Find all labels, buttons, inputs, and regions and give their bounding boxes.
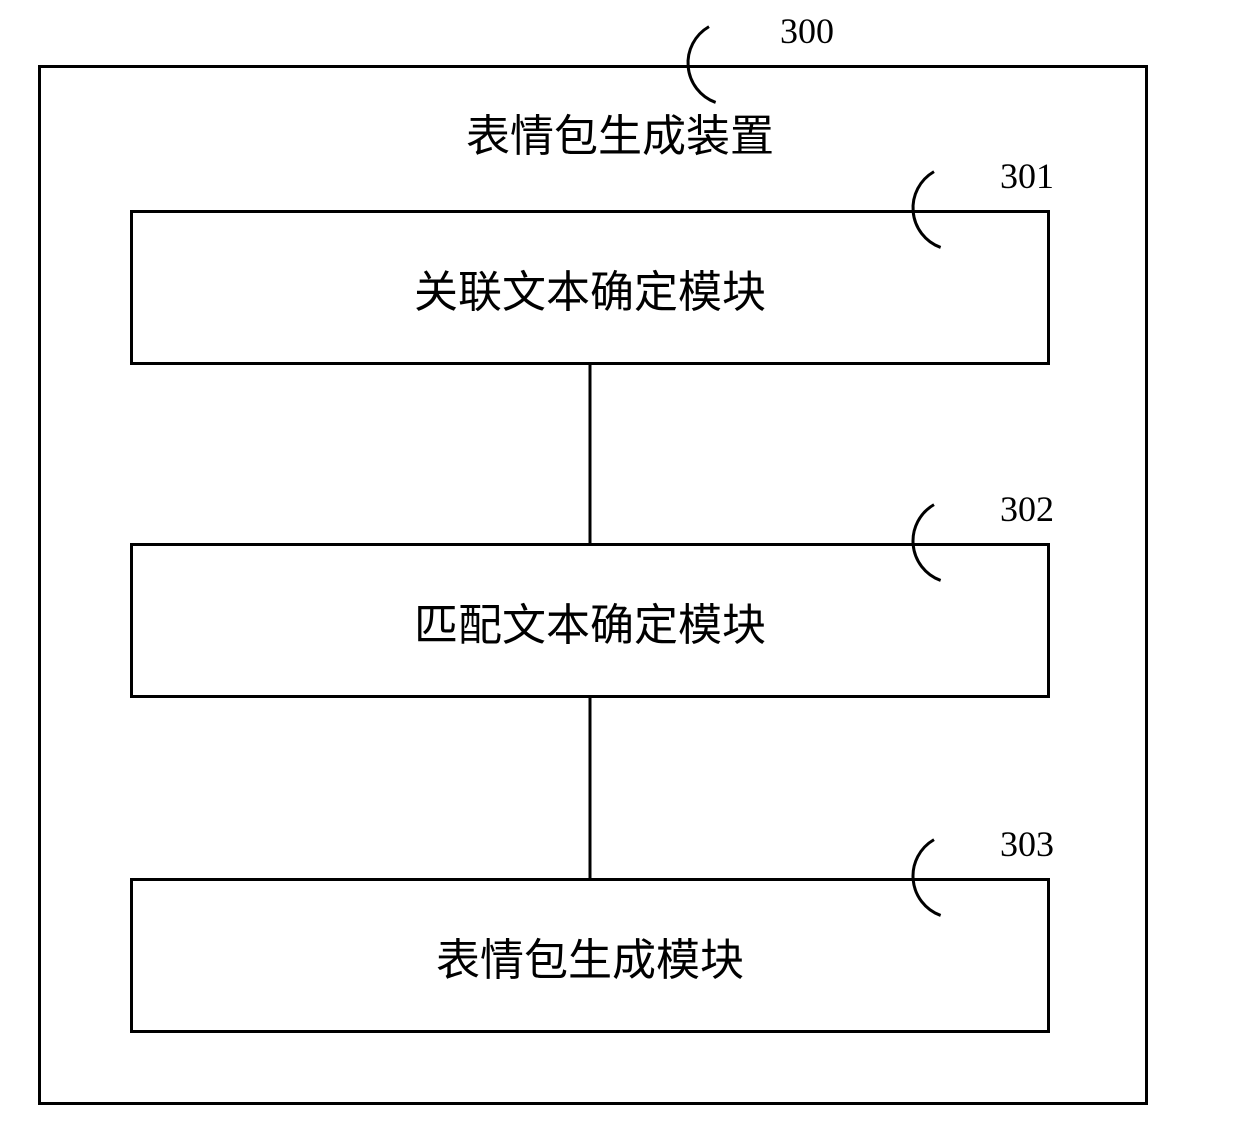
module-label: 匹配文本确定模块 [414,589,766,653]
module-box: 关联文本确定模块 [130,210,1050,365]
outer-title: 表情包生成装置 [466,100,774,164]
module-label: 关联文本确定模块 [414,256,766,320]
module-label: 表情包生成模块 [436,924,744,988]
module-box: 匹配文本确定模块 [130,543,1050,698]
module-ref-label: 301 [1000,155,1054,197]
diagram-canvas: 表情包生成装置 300 关联文本确定模块 301 匹配文本确定模块 302 表情包生成模… [0,0,1240,1139]
outer-ref-label: 300 [780,10,834,52]
module-box: 表情包生成模块 [130,878,1050,1033]
module-ref-label: 302 [1000,488,1054,530]
module-ref-label: 303 [1000,823,1054,865]
